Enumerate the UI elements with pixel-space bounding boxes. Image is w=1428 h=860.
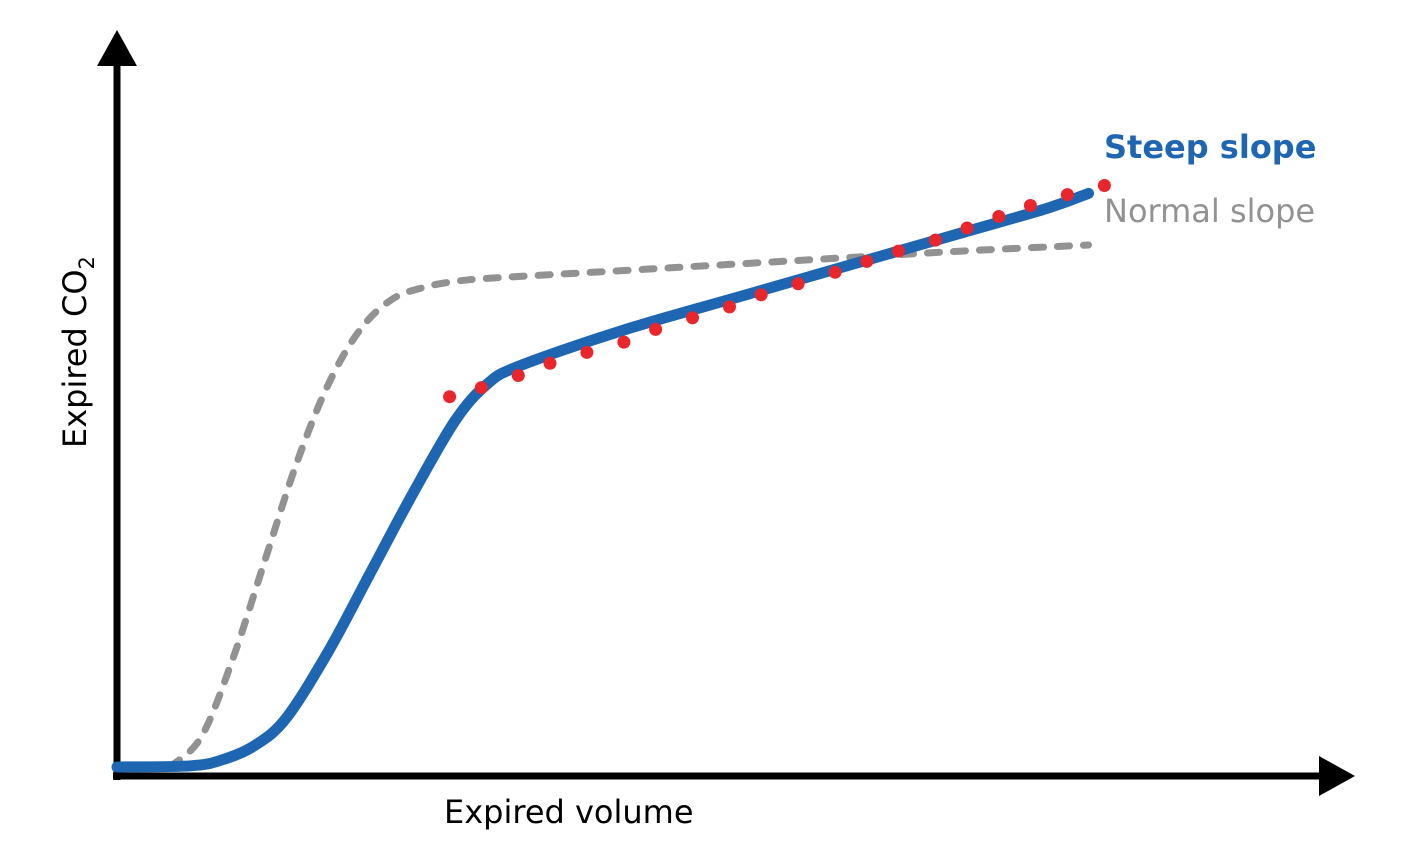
regression-dot <box>960 221 974 235</box>
series-line-steep-slope <box>111 187 1094 773</box>
regression-dot <box>928 233 942 247</box>
regression-dot <box>860 254 874 268</box>
y-axis-label-main: Expired CO <box>56 269 94 448</box>
y-axis-label: Expired CO2 <box>56 256 99 448</box>
regression-dot <box>617 335 631 349</box>
regression-dot <box>828 265 842 279</box>
series-layer <box>111 187 1094 773</box>
series-line-normal-slope <box>166 241 1092 771</box>
regression-dot <box>754 288 768 302</box>
regression-dot <box>723 300 736 314</box>
regression-dot <box>543 356 557 370</box>
regression-dot <box>992 210 1006 223</box>
axes <box>97 30 1355 796</box>
regression-dot <box>511 369 525 382</box>
regression-dot <box>443 390 457 404</box>
regression-dot <box>791 277 805 291</box>
x-axis-label: Expired volume <box>444 793 694 831</box>
regression-dot <box>1060 188 1074 202</box>
regression-dot <box>1023 199 1037 212</box>
regression-dot <box>649 322 663 336</box>
regression-dot <box>891 244 905 258</box>
regression-dot <box>686 311 699 325</box>
dots-layer <box>443 179 1111 404</box>
x-axis-arrow <box>1319 756 1355 796</box>
regression-dot <box>1097 179 1111 192</box>
legend-steep-slope: Steep slope <box>1104 128 1316 166</box>
regression-dot <box>580 345 594 359</box>
regression-dot <box>474 381 488 395</box>
legend-normal-slope: Normal slope <box>1104 192 1315 230</box>
y-axis-label-subscript: 2 <box>75 256 99 269</box>
y-axis-arrow <box>97 30 137 66</box>
